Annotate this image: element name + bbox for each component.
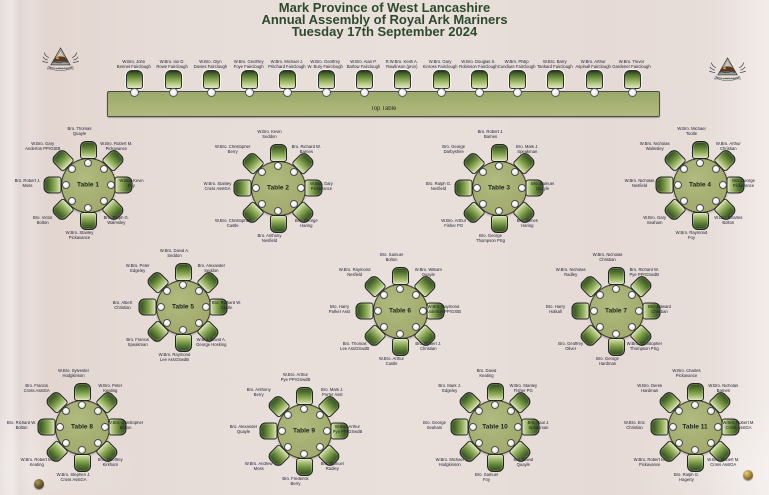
svg-text:WEST LANCASHIRE: WEST LANCASHIRE <box>47 66 74 70</box>
svg-text:WEST LANCASHIRE: WEST LANCASHIRE <box>714 76 741 80</box>
